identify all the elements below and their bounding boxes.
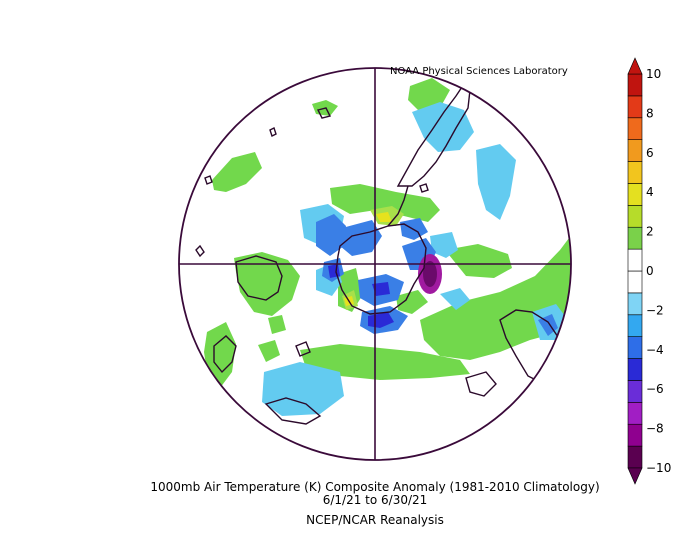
- cool-anomaly-patch: [430, 232, 458, 258]
- colorbar-tick-label: −8: [646, 422, 664, 436]
- warm-anomaly-patch: [445, 244, 512, 278]
- warm-anomaly-patch: [396, 290, 428, 314]
- colorbar-segment: [627, 205, 643, 228]
- colorbar-tick-label: 4: [646, 185, 654, 199]
- warm-anomaly-patch: [258, 340, 280, 362]
- caption-dates: 6/1/21 to 6/30/21: [322, 493, 428, 507]
- cool-anomaly-core: [423, 261, 437, 287]
- caption-source: NCEP/NCAR Reanalysis: [306, 513, 444, 527]
- colorbar-segment: [627, 270, 643, 294]
- cool-anomaly-patch: [476, 144, 516, 220]
- warm-anomaly-patch: [300, 344, 470, 380]
- colorbar: 10 8 6 4 2 0 −2 −4 −6 −8 −10: [627, 57, 671, 485]
- warm-anomaly-patch: [268, 315, 286, 334]
- colorbar-segment: [627, 423, 643, 447]
- coastline-australia: [235, 255, 283, 301]
- coastline-antarctic-peninsula: [387, 185, 409, 227]
- warm-anomaly-patch: [212, 152, 262, 192]
- coastline-islands: [264, 397, 322, 425]
- colorbar-segment: [627, 402, 643, 425]
- colorbar-segment: [627, 380, 643, 403]
- map-frame: [178, 67, 572, 461]
- warm-anomaly-patch: [330, 184, 440, 222]
- caption-title: 1000mb Air Temperature (K) Composite Ano…: [150, 480, 600, 494]
- colorbar-tick-label: −2: [646, 303, 664, 317]
- colorbar-segment: [627, 445, 643, 469]
- colorbar-tick-label: 10: [646, 67, 661, 81]
- warm-anomaly-patch: [376, 212, 392, 222]
- colorbar-segment: [627, 226, 643, 250]
- colorbar-tick-label: 2: [646, 225, 654, 239]
- credit-text: NOAA Physical Sciences Laboratory: [390, 66, 568, 77]
- colorbar-segment: [627, 358, 643, 381]
- cool-anomaly-patch: [340, 220, 382, 256]
- coastline-islands: [204, 175, 213, 185]
- colorbar-segment: [627, 314, 643, 337]
- colorbar-segment: [627, 139, 643, 162]
- cool-anomaly-patch: [316, 214, 346, 256]
- colorbar-tick-label: 6: [646, 146, 654, 160]
- colorbar-min-arrow: [627, 467, 643, 485]
- cool-anomaly-patch: [262, 362, 344, 416]
- coastline-islands: [195, 244, 205, 258]
- colorbar-tick-label: −4: [646, 343, 664, 357]
- colorbar-segment: [627, 95, 643, 119]
- colorbar-max-arrow: [627, 57, 643, 75]
- colorbar-segment: [627, 336, 643, 359]
- colorbar-segment: [627, 183, 643, 206]
- colorbar-segment: [627, 292, 643, 316]
- colorbar-tick-label: −6: [646, 382, 664, 396]
- colorbar-tick-label: −10: [646, 461, 671, 475]
- coastline-madagascar: [565, 316, 571, 342]
- cool-anomaly-patch: [440, 288, 470, 310]
- coastline-antarctica: [335, 223, 427, 315]
- cool-anomaly-patch: [328, 264, 340, 278]
- coastline-islands: [465, 371, 497, 397]
- cool-anomaly-patch: [372, 282, 390, 296]
- colorbar-segment: [627, 73, 643, 97]
- coastline-islands: [269, 127, 277, 137]
- colorbar-segment: [627, 117, 643, 140]
- coastline-new-zealand: [213, 335, 237, 374]
- colorbar-tick-label: 8: [646, 106, 654, 120]
- coastline-falklands: [419, 183, 429, 193]
- colorbar-tick-label: 0: [646, 264, 654, 278]
- warm-anomaly-patch: [234, 252, 300, 316]
- colorbar-segment: [627, 248, 643, 272]
- cool-anomaly-patch: [412, 102, 474, 152]
- coastline-islands: [316, 107, 332, 119]
- colorbar-segment: [627, 161, 643, 184]
- coastline-islands: [295, 341, 311, 357]
